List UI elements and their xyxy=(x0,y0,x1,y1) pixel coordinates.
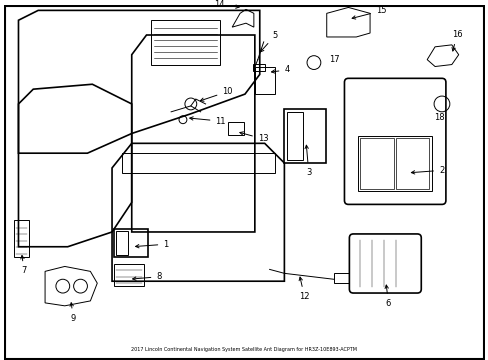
Bar xyxy=(151,20,220,64)
Text: 16: 16 xyxy=(451,30,462,51)
Bar xyxy=(287,112,303,160)
Text: 2017 Lincoln Continental Navigation System Satellite Ant Diagram for HR3Z-10E893: 2017 Lincoln Continental Navigation Syst… xyxy=(131,347,356,352)
Bar xyxy=(333,273,348,283)
Text: 4: 4 xyxy=(271,66,289,75)
Bar xyxy=(284,109,325,163)
Text: 1: 1 xyxy=(135,240,168,249)
Bar xyxy=(254,67,274,94)
Bar xyxy=(395,138,428,189)
Bar xyxy=(114,229,148,257)
Text: 17: 17 xyxy=(328,55,339,64)
Bar xyxy=(114,265,143,286)
Bar xyxy=(252,64,264,71)
Text: 5: 5 xyxy=(260,31,277,52)
Text: 6: 6 xyxy=(384,285,390,308)
Bar xyxy=(360,138,393,189)
Text: 8: 8 xyxy=(132,272,162,281)
Text: 13: 13 xyxy=(240,132,268,143)
Text: 3: 3 xyxy=(305,145,311,177)
Bar xyxy=(228,122,244,135)
Text: 7: 7 xyxy=(21,256,27,275)
Text: 12: 12 xyxy=(299,277,309,301)
Text: 10: 10 xyxy=(200,87,232,101)
Bar xyxy=(116,231,127,255)
Text: 18: 18 xyxy=(433,113,444,122)
Text: 14: 14 xyxy=(214,0,239,9)
Text: 15: 15 xyxy=(351,6,386,19)
Bar xyxy=(358,136,431,190)
Text: 9: 9 xyxy=(70,303,76,323)
Text: 11: 11 xyxy=(189,117,225,126)
Text: 2: 2 xyxy=(410,166,443,175)
